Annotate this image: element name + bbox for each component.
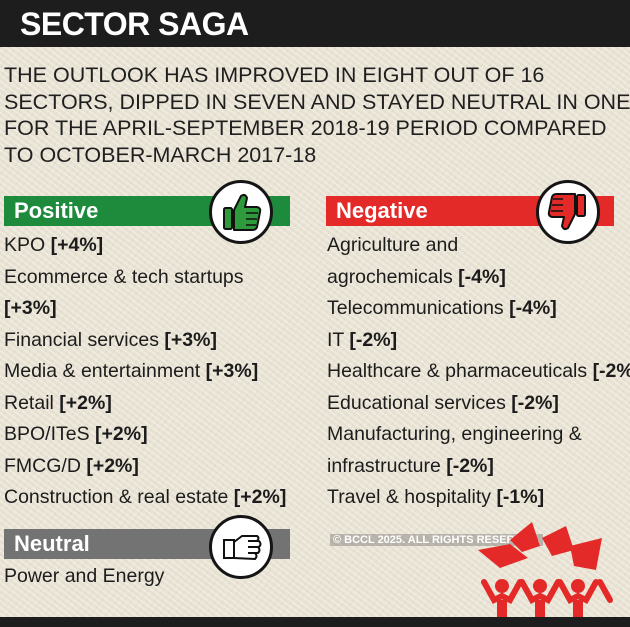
flat-hand-icon [209, 515, 273, 579]
copyright-notice: © BCCL 2025. ALL RIGHTS RESERVED. [330, 534, 543, 546]
list-item: Healthcare & pharmaceuticals [-2% [327, 360, 630, 382]
list-item: Educational services [-2%] [327, 391, 559, 414]
intro-line: TO OCTOBER-MARCH 2017-18 [4, 142, 317, 167]
positive-list: KPO [+4%] Ecommerce & tech startups [+3%]… [4, 230, 286, 514]
neutral-list: Power and Energy [4, 561, 164, 593]
list-item: BPO/ITeS [+2%] [4, 423, 148, 445]
thumbs-up-icon [209, 180, 273, 244]
list-item: Media & entertainment [+3%] [4, 360, 259, 382]
list-item: Financial services [+3%] [4, 328, 217, 351]
thumbs-down-icon [536, 180, 600, 244]
intro-text: THE OUTLOOK HAS IMPROVED IN EIGHT OUT OF… [4, 62, 630, 168]
list-item: Power and Energy [4, 565, 165, 587]
footer-bar [0, 617, 630, 627]
intro-line: THE OUTLOOK HAS IMPROVED IN EIGHT OUT OF… [4, 63, 545, 87]
list-item: Construction & real estate [+2%] [4, 486, 287, 508]
intro-line: SECTORS, DIPPED IN SEVEN AND STAYED NEUT… [4, 89, 630, 114]
header-bar: SECTOR SAGA [0, 0, 630, 47]
list-item: Ecommerce & tech startups [+3%] [4, 265, 244, 320]
list-item: Agriculture and agrochemicals [-4%] [327, 234, 506, 288]
intro-line: FOR THE APRIL-SEPTEMBER 2018-19 PERIOD C… [4, 116, 607, 140]
list-item: Retail [+2%] [4, 391, 112, 414]
list-item: IT [-2%] [327, 328, 398, 351]
list-item: Travel & hospitality [-1%] [327, 486, 545, 508]
list-item: Manufacturing, engineering & infrastructu… [327, 423, 582, 477]
list-item: Telecommunications [-4%] [327, 297, 557, 319]
page-title: SECTOR SAGA [20, 6, 249, 42]
negative-list: Agriculture and agrochemicals [-4%] Telec… [327, 230, 630, 514]
list-item: FMCG/D [+2%] [4, 454, 139, 477]
list-item: KPO [+4%] [4, 234, 104, 256]
red-figures-icon [470, 516, 620, 623]
